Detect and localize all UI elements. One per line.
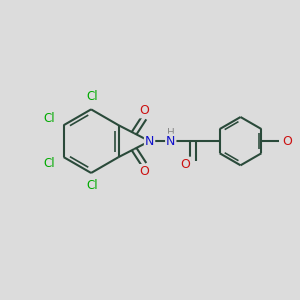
Text: Cl: Cl [87,91,98,103]
Text: Cl: Cl [43,112,55,125]
Text: O: O [139,165,149,178]
Text: O: O [282,135,292,148]
Text: Cl: Cl [43,157,55,170]
Text: N: N [145,135,154,148]
Text: O: O [181,158,190,171]
Text: O: O [139,104,149,117]
Text: Cl: Cl [87,179,98,192]
Text: N: N [166,135,176,148]
Text: H: H [167,128,175,138]
